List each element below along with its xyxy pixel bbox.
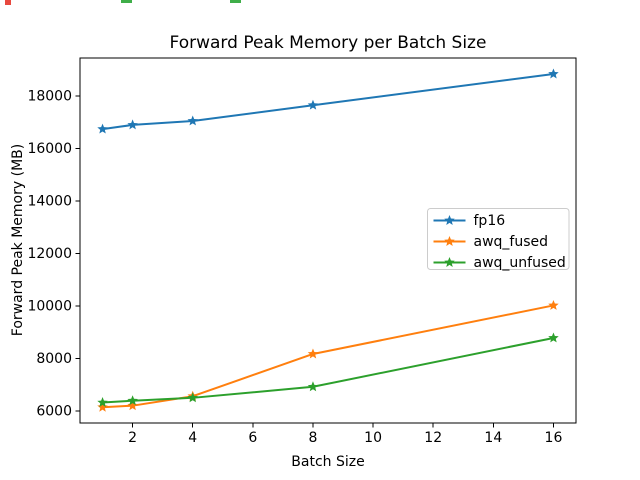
y-tick-label: 12000 [27,246,72,262]
data-point-fp16 [97,123,108,134]
axes-layer: 2 4 6 8 10 12 14 16 6000 8000 10000 12000 14000 16000… [27,57,577,446]
data-point-awq_unfused [187,392,198,403]
x-tick-label: 4 [188,430,197,446]
legend-entry-awq_fused: awq_fused [474,234,549,250]
x-tick-label: 16 [545,430,563,446]
data-point-awq_fused [307,348,319,359]
legend-box [427,208,570,270]
x-tick-label: 8 [309,430,318,446]
legend-marker-awq_unfused [444,257,455,267]
legend-marker-awq_fused [444,236,455,246]
y-axis-label: Forward Peak Memory (MB) [10,144,26,336]
data-point-awq_unfused [548,332,559,343]
chart-title: Forward Peak Memory per Batch Size [170,33,487,53]
legend: fp16 awq_fused awq_unfused [427,208,570,271]
data-point-awq_fused [548,299,559,310]
data-point-awq_unfused [127,395,138,406]
y-tick-label: 16000 [27,141,72,157]
y-tick-label: 14000 [27,194,72,210]
data-point-fp16 [548,68,559,79]
y-tick-label: 10000 [27,298,72,314]
x-axis-label: Batch Size [291,454,364,470]
legend-marker-fp16 [444,215,455,225]
y-tick-label: 6000 [36,403,72,419]
x-tick-label: 2 [128,430,137,446]
data-point-awq_unfused [307,381,319,392]
x-tick-label: 14 [484,430,502,446]
x-tick-label: 6 [248,430,257,446]
screen-artifact [121,0,132,3]
data-point-awq_unfused [97,397,108,407]
screen-artifact [5,0,11,5]
data-point-fp16 [307,99,319,110]
data-point-awq_fused [127,400,138,411]
screen-artifact [230,0,241,3]
series-layer [97,68,559,412]
y-tick-label: 18000 [27,89,72,105]
legend-entry-fp16: fp16 [474,213,506,229]
data-point-fp16 [187,115,198,126]
data-point-fp16 [127,119,138,130]
legend-entry-awq_unfused: awq_unfused [474,255,566,271]
data-point-awq_fused [97,401,108,412]
x-tick-label: 10 [364,430,382,446]
plot-spines [79,57,577,424]
y-tick-label: 8000 [36,351,72,367]
x-tick-label: 12 [424,430,442,446]
